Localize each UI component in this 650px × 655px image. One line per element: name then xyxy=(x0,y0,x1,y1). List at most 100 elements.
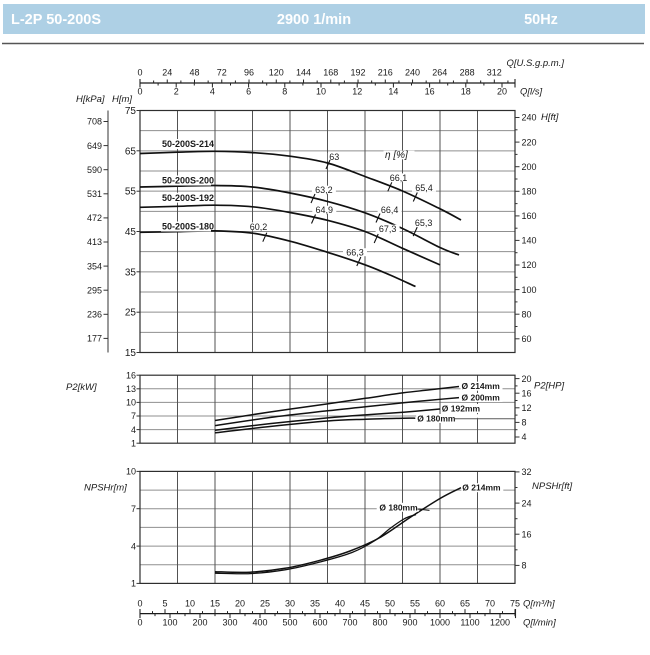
svg-text:168: 168 xyxy=(323,68,338,78)
svg-text:700: 700 xyxy=(342,618,357,628)
svg-text:531: 531 xyxy=(87,189,102,199)
svg-text:7: 7 xyxy=(131,411,136,421)
svg-text:H[ft]: H[ft] xyxy=(541,112,559,123)
svg-text:200: 200 xyxy=(192,618,207,628)
svg-text:12: 12 xyxy=(352,87,362,97)
svg-text:649: 649 xyxy=(87,141,102,151)
svg-text:25: 25 xyxy=(260,599,270,609)
svg-text:5: 5 xyxy=(162,599,167,609)
svg-text:472: 472 xyxy=(87,213,102,223)
svg-text:50-200S-180: 50-200S-180 xyxy=(162,222,214,232)
svg-text:66,1: 66,1 xyxy=(390,173,408,183)
svg-text:312: 312 xyxy=(487,68,502,78)
svg-text:0: 0 xyxy=(137,599,142,609)
svg-text:1100: 1100 xyxy=(460,618,479,628)
svg-text:48: 48 xyxy=(189,68,199,78)
svg-text:35: 35 xyxy=(310,599,320,609)
svg-text:120: 120 xyxy=(269,68,284,78)
svg-text:Q[U.S.g.p.m.]: Q[U.S.g.p.m.] xyxy=(506,58,564,69)
svg-text:14: 14 xyxy=(388,87,398,97)
svg-text:60,2: 60,2 xyxy=(250,222,268,232)
svg-text:7: 7 xyxy=(131,504,136,514)
svg-text:1: 1 xyxy=(131,438,136,448)
svg-text:50-200S-214: 50-200S-214 xyxy=(162,139,214,149)
svg-text:24: 24 xyxy=(162,68,172,78)
svg-text:32: 32 xyxy=(522,467,532,477)
svg-text:4: 4 xyxy=(131,541,136,551)
svg-text:354: 354 xyxy=(87,261,102,271)
svg-text:P2[HP]: P2[HP] xyxy=(534,381,564,392)
svg-text:100: 100 xyxy=(522,285,537,295)
svg-text:800: 800 xyxy=(372,618,387,628)
svg-text:0: 0 xyxy=(137,87,142,97)
svg-text:295: 295 xyxy=(87,285,102,295)
svg-text:20: 20 xyxy=(497,87,507,97)
svg-text:8: 8 xyxy=(282,87,287,97)
svg-text:2900 1/min: 2900 1/min xyxy=(277,12,351,28)
svg-text:65,3: 65,3 xyxy=(415,218,433,228)
svg-text:η [%]: η [%] xyxy=(385,150,408,161)
svg-text:300: 300 xyxy=(222,618,237,628)
svg-text:8: 8 xyxy=(522,561,527,571)
svg-text:236: 236 xyxy=(87,310,102,320)
svg-text:Q[l/min]: Q[l/min] xyxy=(523,618,556,629)
svg-text:20: 20 xyxy=(522,374,532,384)
svg-text:220: 220 xyxy=(522,137,537,147)
svg-text:15: 15 xyxy=(125,348,137,359)
svg-text:H[m]: H[m] xyxy=(112,94,132,105)
svg-text:120: 120 xyxy=(522,260,537,270)
svg-text:45: 45 xyxy=(360,599,370,609)
svg-text:10: 10 xyxy=(126,398,136,408)
svg-text:413: 413 xyxy=(87,237,102,247)
svg-text:P2[kW]: P2[kW] xyxy=(66,382,97,393)
svg-text:10: 10 xyxy=(185,599,195,609)
svg-text:80: 80 xyxy=(522,309,532,319)
svg-text:Ø 200mm: Ø 200mm xyxy=(462,393,501,403)
svg-text:16: 16 xyxy=(126,370,136,380)
svg-text:30: 30 xyxy=(285,599,295,609)
svg-text:55: 55 xyxy=(125,187,137,198)
svg-text:65: 65 xyxy=(125,146,137,157)
svg-text:16: 16 xyxy=(522,529,532,539)
svg-text:4: 4 xyxy=(131,425,136,435)
svg-text:264: 264 xyxy=(432,68,447,78)
svg-text:12: 12 xyxy=(522,403,532,413)
svg-text:10: 10 xyxy=(316,87,326,97)
svg-text:1: 1 xyxy=(131,579,136,589)
svg-text:Q[m³/h]: Q[m³/h] xyxy=(523,599,555,610)
svg-text:1200: 1200 xyxy=(490,618,510,628)
svg-text:140: 140 xyxy=(522,236,537,246)
svg-text:4: 4 xyxy=(210,87,215,97)
svg-text:15: 15 xyxy=(210,599,220,609)
svg-text:25: 25 xyxy=(125,308,137,319)
svg-text:20: 20 xyxy=(235,599,245,609)
svg-text:600: 600 xyxy=(312,618,327,628)
svg-text:6: 6 xyxy=(246,87,251,97)
svg-text:Ø 180mm: Ø 180mm xyxy=(417,414,456,424)
svg-text:63,2: 63,2 xyxy=(315,185,333,195)
svg-text:1000: 1000 xyxy=(430,618,450,628)
svg-text:Q[l/s]: Q[l/s] xyxy=(520,87,543,98)
svg-text:24: 24 xyxy=(522,498,532,508)
svg-text:144: 144 xyxy=(296,68,311,78)
svg-text:NPSHr[ft]: NPSHr[ft] xyxy=(532,481,572,492)
svg-text:65: 65 xyxy=(460,599,470,609)
svg-text:13: 13 xyxy=(126,384,136,394)
svg-text:50-200S-200: 50-200S-200 xyxy=(162,176,214,186)
svg-text:60: 60 xyxy=(522,334,532,344)
svg-text:2: 2 xyxy=(174,87,179,97)
svg-text:45: 45 xyxy=(125,227,137,238)
svg-text:240: 240 xyxy=(405,68,420,78)
svg-text:L-2P 50-200S: L-2P 50-200S xyxy=(11,12,101,28)
svg-text:75: 75 xyxy=(510,599,520,609)
svg-text:96: 96 xyxy=(244,68,254,78)
svg-text:240: 240 xyxy=(522,113,537,123)
svg-text:75: 75 xyxy=(125,106,137,117)
svg-text:590: 590 xyxy=(87,165,102,175)
svg-text:65,4: 65,4 xyxy=(415,183,433,193)
svg-text:63: 63 xyxy=(329,152,339,162)
svg-text:500: 500 xyxy=(282,618,297,628)
svg-text:H[kPa]: H[kPa] xyxy=(76,94,105,105)
svg-text:16: 16 xyxy=(522,388,532,398)
svg-text:67,3: 67,3 xyxy=(379,224,397,234)
